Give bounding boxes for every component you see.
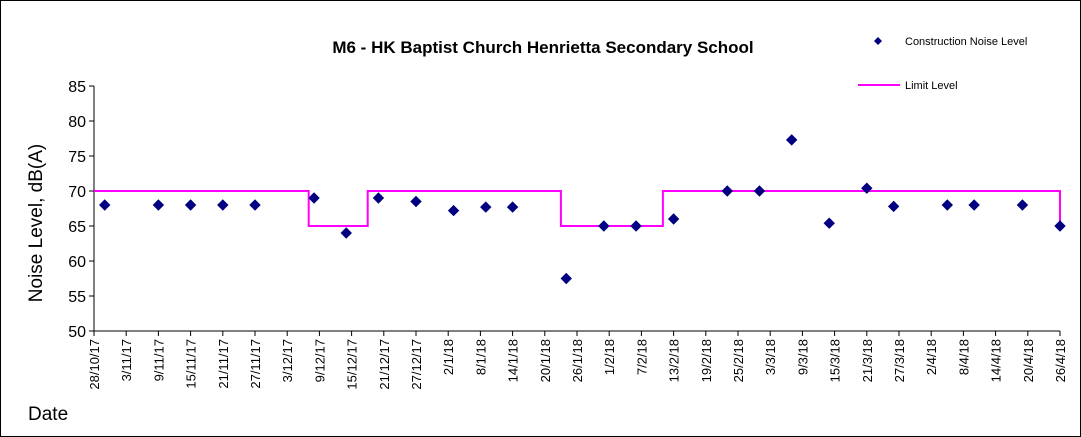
noise-level-point xyxy=(308,192,320,204)
x-tick-label: 2/1/18 xyxy=(441,339,456,375)
x-tick-label: 13/2/18 xyxy=(667,339,682,382)
noise-level-point xyxy=(823,217,835,229)
noise-level-point xyxy=(184,199,197,211)
noise-level-point xyxy=(968,199,980,211)
y-tick-label: 80 xyxy=(68,114,86,131)
x-tick-label: 8/1/18 xyxy=(473,339,488,375)
data-marks xyxy=(94,134,1066,285)
x-tick-label: 14/4/18 xyxy=(989,339,1004,382)
x-tick-label: 27/12/17 xyxy=(409,339,424,390)
legend-noise-marker xyxy=(874,37,882,45)
x-tick-label: 2/4/18 xyxy=(924,339,939,375)
x-tick-label: 3/11/17 xyxy=(119,339,134,381)
x-tick-label: 26/4/18 xyxy=(1053,339,1068,382)
x-tick-label: 9/12/17 xyxy=(312,339,327,382)
noise-level-point xyxy=(99,199,111,211)
noise-level-point xyxy=(1016,199,1029,211)
y-tick-label: 55 xyxy=(68,289,86,306)
noise-level-point xyxy=(753,185,766,197)
y-tick-label: 50 xyxy=(68,324,86,341)
noise-level-point xyxy=(480,201,492,213)
x-tick-label: 1/2/18 xyxy=(602,339,617,375)
y-tick-label: 70 xyxy=(68,184,86,201)
y-axis-label: Noise Level, dB(A) xyxy=(26,144,47,302)
noise-level-point xyxy=(560,272,572,285)
noise-level-point xyxy=(1054,220,1066,232)
noise-level-point xyxy=(340,227,352,239)
noise-level-point xyxy=(941,199,954,211)
noise-level-point xyxy=(667,213,680,225)
noise-level-point xyxy=(721,185,733,197)
noise-level-point xyxy=(887,200,900,213)
x-tick-label: 3/12/17 xyxy=(280,339,295,382)
axes: 50 55 60 65 70 75 80 85 28/10/17 3/11/17 9/11/17 15… xyxy=(68,79,1068,390)
x-tick-label: 19/2/18 xyxy=(699,339,714,382)
x-tick-label: 3/3/18 xyxy=(763,339,778,375)
x-tick-label: 15/11/17 xyxy=(184,339,199,389)
x-tick-label: 27/3/18 xyxy=(892,339,907,382)
x-tick-label: 15/3/18 xyxy=(828,339,843,382)
x-tick-label: 28/10/17 xyxy=(87,339,102,390)
legend: Construction Noise Level Limit Level xyxy=(858,36,1027,92)
x-tick-label: 21/3/18 xyxy=(860,339,875,382)
x-tick-label: 20/1/18 xyxy=(538,339,553,382)
x-axis-label: Date xyxy=(28,404,68,425)
noise-level-point xyxy=(630,220,642,232)
x-tick-label: 8/4/18 xyxy=(956,339,971,375)
legend-noise-label: Construction Noise Level xyxy=(905,36,1027,48)
x-tick-label: 15/12/17 xyxy=(345,339,360,390)
x-tick-label: 27/11/17 xyxy=(248,339,263,389)
noise-level-point xyxy=(447,204,460,217)
noise-level-point xyxy=(249,199,261,211)
chart-title: M6 - HK Baptist Church Henrietta Seconda… xyxy=(332,38,753,57)
legend-limit-label: Limit Level xyxy=(905,80,958,92)
noise-level-point xyxy=(861,182,873,194)
x-tick-label: 21/11/17 xyxy=(216,339,231,389)
noise-level-point xyxy=(372,192,385,204)
y-tick-label: 65 xyxy=(68,219,86,236)
limit-level-line xyxy=(94,190,1061,227)
x-tick-label: 14/1/18 xyxy=(506,339,521,382)
x-tick-label: 7/2/18 xyxy=(634,339,649,375)
x-tick-label: 25/2/18 xyxy=(731,339,746,382)
noise-level-point xyxy=(785,134,798,146)
y-tick-label: 85 xyxy=(68,79,86,96)
y-tick-label: 60 xyxy=(68,254,86,271)
noise-level-point xyxy=(598,220,610,232)
x-tick-label: 9/3/18 xyxy=(795,339,810,375)
noise-level-point xyxy=(506,201,519,213)
noise-level-point xyxy=(152,199,165,211)
x-tick-label: 20/4/18 xyxy=(1021,339,1036,382)
x-tick-label: 9/11/17 xyxy=(151,339,166,381)
y-tick-label: 75 xyxy=(68,149,86,166)
noise-level-point xyxy=(410,195,422,208)
noise-level-point xyxy=(217,199,229,211)
x-tick-label: 21/12/17 xyxy=(377,339,392,390)
x-tick-label: 26/1/18 xyxy=(570,339,585,382)
